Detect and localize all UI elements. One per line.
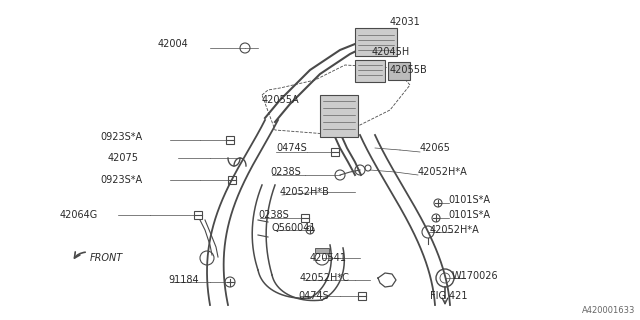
Text: 42055B: 42055B xyxy=(390,65,428,75)
Bar xyxy=(320,95,358,137)
Text: 42045H: 42045H xyxy=(372,47,410,57)
Text: 0923S*A: 0923S*A xyxy=(100,132,142,142)
Text: 0101S*A: 0101S*A xyxy=(448,195,490,205)
Text: FIG.421: FIG.421 xyxy=(430,291,467,301)
Text: 42052H*A: 42052H*A xyxy=(430,225,480,235)
Bar xyxy=(226,136,234,144)
Bar xyxy=(355,60,385,82)
Text: A420001633: A420001633 xyxy=(582,306,635,315)
Text: FRONT: FRONT xyxy=(90,253,124,263)
Text: 0238S: 0238S xyxy=(270,167,301,177)
Bar xyxy=(358,292,366,300)
Text: 42065: 42065 xyxy=(420,143,451,153)
Bar xyxy=(388,62,410,80)
Bar xyxy=(315,248,329,253)
Text: 42031: 42031 xyxy=(390,17,420,27)
Text: 42052H*B: 42052H*B xyxy=(280,187,330,197)
Text: 42004: 42004 xyxy=(158,39,189,49)
Bar xyxy=(194,211,202,219)
Text: 0474S: 0474S xyxy=(276,143,307,153)
Bar xyxy=(228,176,236,184)
Bar xyxy=(331,148,339,156)
Text: 0101S*A: 0101S*A xyxy=(448,210,490,220)
Text: 42055A: 42055A xyxy=(262,95,300,105)
Text: 42075: 42075 xyxy=(108,153,139,163)
Text: W170026: W170026 xyxy=(452,271,499,281)
Text: 0923S*A: 0923S*A xyxy=(100,175,142,185)
Text: 42052H*C: 42052H*C xyxy=(300,273,350,283)
Text: 42052H*A: 42052H*A xyxy=(418,167,468,177)
Text: Q560041: Q560041 xyxy=(272,223,317,233)
Text: 0474S: 0474S xyxy=(298,291,329,301)
Text: 420541: 420541 xyxy=(310,253,347,263)
Text: 42064G: 42064G xyxy=(60,210,99,220)
Bar xyxy=(355,28,397,56)
Bar xyxy=(301,214,309,222)
Text: 0238S: 0238S xyxy=(258,210,289,220)
Text: 91184: 91184 xyxy=(168,275,198,285)
